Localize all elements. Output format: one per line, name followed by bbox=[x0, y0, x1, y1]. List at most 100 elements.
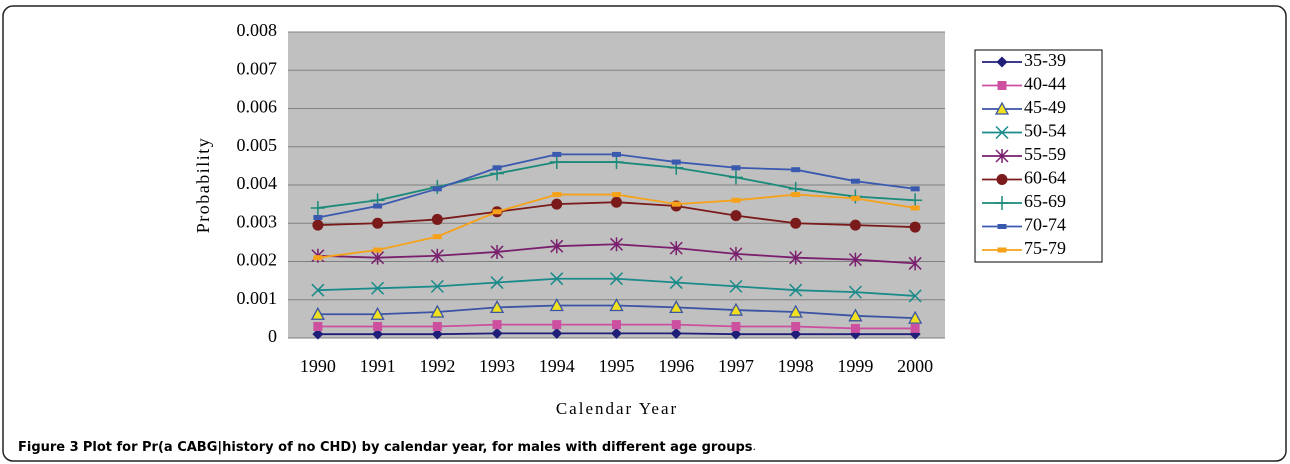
caption-text: Plot for Pr(a CABG|history of no CHD) by… bbox=[83, 440, 753, 455]
marker bbox=[789, 283, 803, 297]
x-tick-label: 1993 bbox=[479, 356, 515, 376]
marker bbox=[491, 327, 503, 339]
marker bbox=[612, 192, 621, 198]
marker bbox=[492, 165, 502, 171]
marker bbox=[609, 272, 624, 286]
marker bbox=[431, 213, 443, 225]
legend-label: 50-54 bbox=[1024, 121, 1066, 141]
marker bbox=[910, 323, 920, 333]
marker bbox=[850, 323, 860, 333]
marker bbox=[490, 276, 504, 290]
x-tick-label: 1998 bbox=[778, 356, 814, 376]
marker bbox=[908, 289, 922, 303]
marker bbox=[612, 320, 621, 330]
marker bbox=[373, 203, 383, 209]
marker bbox=[432, 234, 442, 240]
marker bbox=[731, 165, 741, 171]
marker bbox=[609, 155, 624, 170]
marker bbox=[996, 174, 1008, 185]
legend-label: 70-74 bbox=[1024, 215, 1066, 235]
legend-label: 40-44 bbox=[1024, 74, 1066, 94]
x-tick-label: 1995 bbox=[599, 356, 635, 376]
marker bbox=[312, 219, 324, 231]
marker bbox=[908, 193, 923, 208]
legend-label: 75-79 bbox=[1024, 238, 1066, 258]
marker bbox=[609, 237, 624, 252]
marker bbox=[310, 200, 325, 215]
y-tick-label: 0.007 bbox=[237, 58, 278, 78]
legend-label: 65-69 bbox=[1024, 191, 1066, 211]
marker bbox=[997, 224, 1007, 229]
marker bbox=[994, 101, 1010, 115]
marker bbox=[431, 328, 443, 340]
marker bbox=[995, 149, 1009, 163]
x-tick-label: 2000 bbox=[897, 356, 933, 376]
y-tick-label: 0.002 bbox=[237, 250, 278, 270]
marker bbox=[997, 247, 1007, 253]
x-tick-label: 1991 bbox=[360, 356, 396, 376]
marker bbox=[850, 178, 860, 184]
marker bbox=[908, 310, 923, 324]
marker bbox=[549, 155, 564, 170]
marker bbox=[313, 255, 323, 261]
y-tick-label: 0.008 bbox=[237, 20, 278, 40]
marker bbox=[848, 252, 862, 267]
marker bbox=[670, 327, 682, 339]
marker bbox=[788, 304, 803, 318]
marker bbox=[671, 320, 681, 330]
marker bbox=[373, 322, 383, 332]
y-tick-label: 0.001 bbox=[237, 288, 278, 308]
marker bbox=[371, 281, 385, 295]
marker bbox=[910, 186, 920, 192]
y-tick-label: 0.003 bbox=[237, 211, 278, 231]
marker bbox=[370, 306, 385, 320]
x-tick-label: 1997 bbox=[718, 356, 754, 376]
marker bbox=[313, 322, 323, 332]
x-tick-label: 1996 bbox=[658, 356, 694, 376]
marker bbox=[669, 276, 683, 290]
marker bbox=[996, 56, 1008, 68]
marker bbox=[848, 285, 862, 299]
legend-label: 45-49 bbox=[1024, 97, 1066, 117]
marker bbox=[372, 217, 384, 229]
marker bbox=[850, 195, 860, 201]
legend-label: 60-64 bbox=[1024, 168, 1066, 188]
marker bbox=[790, 328, 802, 340]
marker bbox=[312, 328, 324, 340]
caption-label: Figure 3 bbox=[18, 440, 79, 455]
marker bbox=[313, 215, 323, 221]
marker bbox=[728, 302, 744, 316]
y-tick-label: 0.005 bbox=[237, 135, 278, 155]
legend-label: 35-39 bbox=[1024, 50, 1066, 70]
marker bbox=[730, 328, 742, 340]
marker bbox=[373, 247, 383, 253]
marker bbox=[790, 217, 802, 229]
marker bbox=[430, 248, 444, 263]
marker bbox=[789, 250, 803, 265]
y-tick-label: 0 bbox=[268, 326, 277, 346]
marker bbox=[997, 81, 1007, 90]
marker bbox=[730, 210, 742, 222]
y-axis-label: Probability bbox=[193, 137, 213, 234]
marker bbox=[310, 306, 325, 320]
marker bbox=[552, 192, 562, 198]
legend-label: 55-59 bbox=[1024, 144, 1066, 164]
marker bbox=[908, 256, 922, 271]
marker bbox=[791, 167, 801, 173]
marker bbox=[552, 320, 562, 330]
marker bbox=[551, 198, 563, 210]
marker bbox=[552, 151, 562, 157]
marker bbox=[489, 300, 505, 314]
marker bbox=[849, 219, 861, 231]
y-tick-label: 0.006 bbox=[237, 97, 278, 117]
caption-end: . bbox=[753, 440, 757, 453]
marker bbox=[731, 322, 741, 332]
marker bbox=[669, 241, 683, 256]
marker bbox=[492, 320, 502, 330]
marker bbox=[909, 221, 921, 233]
marker bbox=[729, 246, 743, 261]
marker bbox=[311, 283, 325, 297]
marker bbox=[995, 125, 1009, 140]
marker bbox=[550, 272, 564, 286]
